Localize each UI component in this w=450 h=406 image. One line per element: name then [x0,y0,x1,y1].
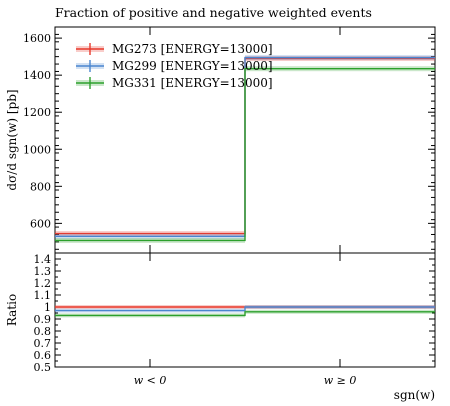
main-y-tick-label: 1000 [23,143,51,156]
chart-title: Fraction of positive and negative weight… [55,5,372,20]
ratio-panel: 0.50.60.70.80.911.11.21.31.4 [34,252,436,374]
main-series-2-step [55,67,435,242]
ratio-series-group [55,305,435,318]
main-y-ticks: 600 800 1000 1200 1400 1600 [23,26,435,250]
legend-label: MG331 [ENERGY=13000] [112,76,273,90]
ratio-y-tick-label: 0.7 [34,337,52,350]
ratio-series-2-step [55,311,435,317]
x-tick-label: w < 0 [134,374,167,387]
main-y-tick-label: 1600 [23,32,51,45]
ratio-y-tick-label: 0.8 [34,325,52,338]
main-panel: 600 800 1000 1200 1400 1600 MG273 [ENERGY=130… [23,26,436,254]
ratio-y-tick-label: 0.9 [34,313,52,326]
main-y-tick-label: 800 [30,180,51,193]
legend-item: MG273 [ENERGY=13000] [76,42,273,56]
ratio-y-tick-label: 0.5 [34,361,52,374]
x-axis-label: sgn(w) [394,388,435,402]
legend-item: MG331 [ENERGY=13000] [76,76,273,90]
ratio-y-tick-label: 1.3 [34,265,52,278]
main-y-tick-label: 1400 [23,69,51,82]
main-y-tick-label: 1200 [23,106,51,119]
legend-label: MG299 [ENERGY=13000] [112,59,273,73]
ratio-y-tick-label: 1.4 [34,253,52,266]
ratio-series-1-step [55,306,435,312]
main-series-group [55,55,435,243]
main-y-tick-label: 600 [30,217,51,230]
legend-label: MG273 [ENERGY=13000] [112,42,273,56]
ratio-y-axis-label: Ratio [5,294,19,326]
ratio-y-tick-label: 0.6 [34,349,52,362]
ratio-y-tick-label: 1 [44,301,51,314]
legend: MG273 [ENERGY=13000] MG299 [ENERGY=13000]… [76,42,273,90]
legend-item: MG299 [ENERGY=13000] [76,59,273,73]
main-y-axis-label: dσ/d sgn(w) [pb] [5,89,19,190]
x-ticks: w < 0 w ≥ 0 [134,27,357,387]
ratio-y-ticks: 0.50.60.70.80.911.11.21.31.4 [34,253,435,374]
ratio-y-tick-label: 1.1 [34,289,52,302]
x-tick-label: w ≥ 0 [324,374,357,387]
ratio-y-tick-label: 1.2 [34,277,52,290]
